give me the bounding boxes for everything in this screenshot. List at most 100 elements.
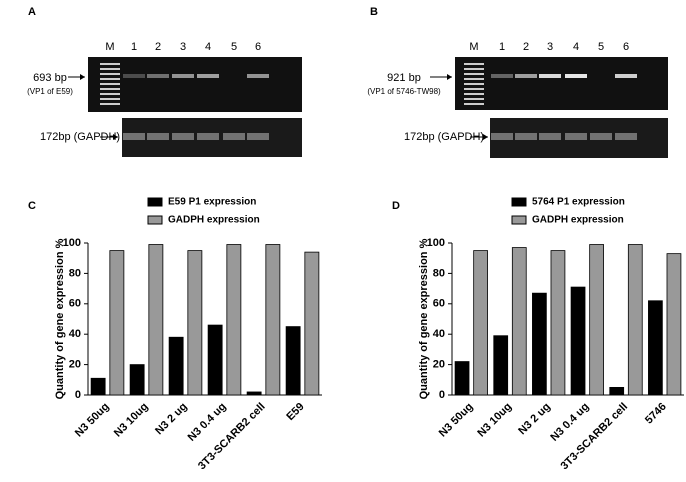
gel-band	[147, 133, 169, 140]
bar	[511, 247, 527, 396]
gel-band	[172, 74, 194, 78]
lane-label: M	[105, 41, 114, 53]
gel-band	[565, 133, 587, 140]
panel-label: D	[392, 200, 400, 212]
legend-swatch	[511, 197, 527, 207]
bar	[454, 361, 470, 396]
y-tick-label: 40	[433, 328, 445, 340]
band-size-sublabel: (VP1 of 5746-TW98)	[367, 87, 441, 96]
bar	[207, 324, 223, 396]
lane-label: 5	[598, 41, 604, 53]
y-tick-label: 100	[63, 237, 81, 249]
ladder-band	[464, 93, 484, 95]
gel-band	[123, 133, 145, 140]
bar	[493, 335, 509, 396]
gel-band	[565, 74, 587, 78]
lane-label: 1	[131, 41, 137, 53]
ladder-band	[100, 98, 120, 100]
bar	[304, 251, 320, 396]
ladder-band	[100, 88, 120, 90]
gel-band	[172, 133, 194, 140]
lane-label: 5	[231, 41, 237, 53]
gel-band	[615, 74, 637, 78]
x-tick-label: N3 2 ug	[516, 401, 553, 438]
gel-band	[539, 74, 561, 78]
y-axis-label: Quantity of gene expression %	[418, 238, 430, 399]
bar	[666, 253, 682, 396]
x-tick-label: N3 10ug	[112, 401, 151, 440]
gel-band	[147, 74, 169, 78]
lane-label: 6	[255, 41, 261, 53]
gel-band	[515, 133, 537, 140]
ladder-band	[100, 83, 120, 85]
bar	[550, 250, 566, 396]
lane-label: M	[469, 41, 478, 53]
gel-band	[491, 74, 513, 78]
x-tick-label: 3T3-SCARB2 cell	[559, 401, 631, 473]
panel-label: C	[28, 200, 36, 212]
ladder-band	[464, 83, 484, 85]
ladder-band	[100, 63, 120, 65]
arrowhead	[80, 74, 85, 80]
gel-band	[590, 133, 612, 140]
gel-band	[615, 133, 637, 140]
panel-label: A	[28, 6, 36, 18]
x-tick-label: N3 50ug	[437, 401, 476, 440]
y-tick-label: 0	[439, 389, 445, 401]
bar	[246, 391, 262, 396]
ladder-band	[464, 73, 484, 75]
x-tick-label: N3 2 ug	[153, 401, 190, 438]
ladder-band	[464, 88, 484, 90]
bar	[129, 364, 145, 396]
ladder-band	[464, 98, 484, 100]
legend-swatch	[511, 215, 527, 225]
arrowhead	[113, 134, 118, 140]
lane-label: 3	[547, 41, 553, 53]
gel-band	[197, 74, 219, 78]
bar	[226, 244, 242, 396]
bar	[570, 286, 586, 396]
x-tick-label: N3 10ug	[475, 401, 514, 440]
arrowhead	[483, 134, 488, 140]
ladder-band	[100, 103, 120, 105]
ladder-band	[464, 68, 484, 70]
gel-band	[491, 133, 513, 140]
band-size-label: 693 bp	[33, 72, 67, 84]
lane-label: 4	[205, 41, 211, 53]
y-tick-label: 80	[433, 267, 445, 279]
legend-label: GADPH expression	[532, 215, 624, 226]
ladder-band	[100, 68, 120, 70]
y-axis-label: Quantity of gene expression %	[54, 238, 66, 399]
band-size-label: 172bp (GAPDH)	[404, 131, 484, 143]
bar	[285, 326, 301, 396]
y-tick-label: 40	[69, 328, 81, 340]
bar	[265, 244, 281, 396]
y-tick-label: 80	[69, 267, 81, 279]
band-size-sublabel: (VP1 of E59)	[27, 87, 73, 96]
y-tick-label: 0	[75, 389, 81, 401]
bar	[589, 244, 604, 396]
bar	[532, 292, 547, 396]
x-tick-label: N3 50ug	[73, 401, 112, 440]
ladder-band	[464, 103, 484, 105]
lane-label: 2	[155, 41, 161, 53]
gel-band	[247, 133, 269, 140]
legend-swatch	[147, 197, 163, 207]
band-size-label: 921 bp	[387, 72, 421, 84]
bar	[187, 250, 203, 396]
legend-label: 5764 P1 expression	[532, 197, 625, 208]
ladder-band	[464, 78, 484, 80]
bar	[609, 386, 625, 396]
y-tick-label: 20	[69, 359, 81, 371]
ladder-band	[464, 63, 484, 65]
gel-band	[515, 74, 537, 78]
gel-band	[247, 74, 269, 78]
ladder-band	[100, 78, 120, 80]
lane-label: 3	[180, 41, 186, 53]
lane-label: 1	[499, 41, 505, 53]
bar	[168, 336, 184, 396]
lane-label: 2	[523, 41, 529, 53]
ladder-band	[100, 93, 120, 95]
panel-label: B	[370, 6, 378, 18]
